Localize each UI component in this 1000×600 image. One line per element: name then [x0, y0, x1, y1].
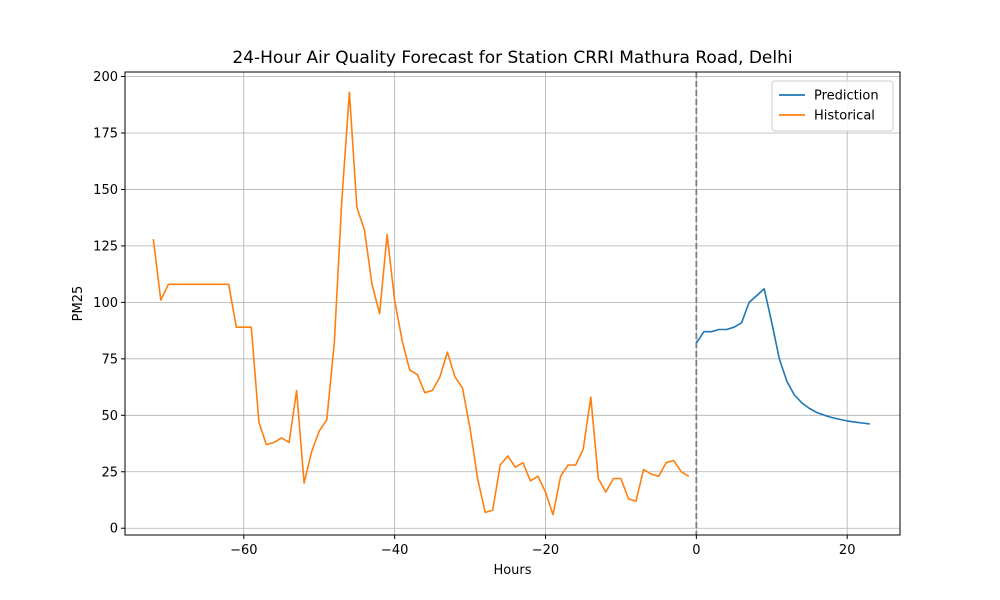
y-tick-label: 25 — [101, 465, 118, 480]
x-tick-label: −40 — [381, 543, 408, 558]
x-axis-label: Hours — [493, 563, 531, 578]
legend-box — [771, 80, 894, 132]
y-tick-label: 125 — [93, 239, 118, 254]
y-axis-label: PM25 — [71, 286, 86, 322]
y-tick-label: 150 — [93, 183, 118, 198]
legend-label-prediction: Prediction — [814, 89, 879, 104]
x-tick-label: −60 — [230, 543, 257, 558]
y-tick-label: 200 — [93, 70, 118, 85]
series-line-prediction — [695, 287, 870, 425]
x-tick-label: 0 — [692, 543, 700, 558]
legend: Prediction Historical — [771, 80, 894, 132]
y-tick-label: 100 — [93, 296, 118, 311]
x-tick-label: 20 — [839, 543, 856, 558]
series-line-historical — [152, 91, 690, 516]
series-layer — [152, 91, 870, 516]
plot-frame — [124, 71, 901, 536]
y-tick-label: 75 — [101, 352, 118, 367]
y-tick-label: 175 — [93, 126, 118, 141]
chart-title: 24-Hour Air Quality Forecast for Station… — [232, 48, 792, 68]
y-tick-label: 0 — [110, 522, 118, 537]
y-tick-label: 50 — [101, 409, 118, 424]
x-tick-label: −20 — [532, 543, 559, 558]
legend-label-historical: Historical — [814, 109, 875, 124]
grid-lines — [125, 72, 900, 535]
